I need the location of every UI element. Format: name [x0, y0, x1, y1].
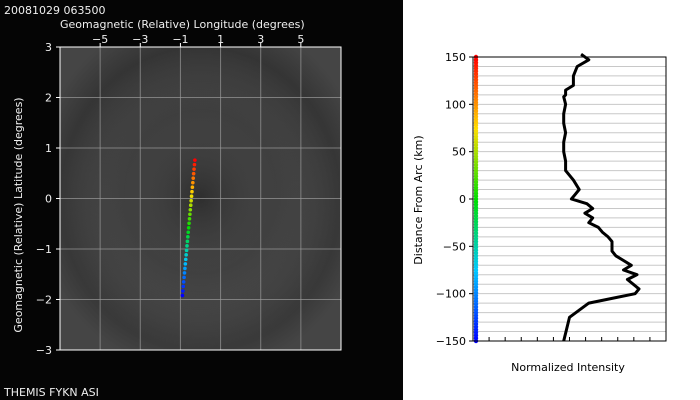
right-y-tick-label: −100 [436, 288, 466, 301]
left-y-tick-label: −3 [36, 344, 52, 357]
right-y-tick-label: −150 [436, 335, 466, 348]
right-y-tick-label: −50 [443, 240, 466, 253]
arc-point [182, 275, 186, 280]
left-x-tick-label: −1 [172, 33, 188, 46]
right-y-tick-label: 150 [445, 51, 466, 64]
arc-point [181, 284, 186, 289]
arc-point [184, 253, 188, 257]
arc-point [192, 167, 196, 171]
arc-point [186, 225, 191, 230]
right-y-tick-label: 100 [445, 98, 466, 111]
left-x-tick-label: −3 [132, 33, 148, 46]
arc-point [187, 221, 191, 226]
timestamp-label: 20081029 063500 [4, 4, 106, 17]
arc-point [186, 230, 191, 235]
left-y-axis-label: Geomagnetic (Relative) Latitude (degrees… [12, 97, 25, 332]
left-y-tick-label: 0 [45, 193, 52, 206]
sky-image-panel: −5 −3 −1 1 3 5 −3 −2 −1 0 1 2 3 Geomagnetic (Relativ… [0, 0, 403, 400]
arc-point [183, 266, 187, 271]
arc-point [192, 162, 197, 167]
left-x-axis-label: Geomagnetic (Relative) Longitude (degree… [60, 18, 305, 31]
left-y-tick-label: 3 [45, 41, 52, 54]
left-y-tick-label: 1 [45, 142, 52, 155]
arc-point [188, 212, 192, 217]
arc-point [191, 171, 196, 176]
right-y-tick-label: 0 [459, 193, 466, 206]
arc-point [190, 185, 195, 189]
sky-map-plot: −5 −3 −1 1 3 5 −3 −2 −1 0 1 2 3 Geomagnetic (Relativ… [12, 33, 342, 357]
left-x-tick-label: −5 [92, 33, 108, 46]
arc-point [180, 293, 185, 298]
right-plot-frame [472, 56, 667, 342]
left-y-tick-label: 2 [45, 92, 52, 105]
arc-point [182, 271, 187, 275]
arc-point [191, 180, 195, 185]
arc-point [185, 239, 190, 244]
arc-point [181, 280, 186, 284]
arc-point [189, 194, 194, 199]
arc-point [188, 207, 193, 212]
arc-point [186, 235, 190, 239]
left-y-tick-label: −2 [36, 294, 52, 307]
arc-point [183, 257, 188, 262]
left-x-tick-label: 5 [297, 33, 304, 46]
arc-point [184, 248, 189, 253]
right-y-tick-label: 50 [452, 146, 466, 159]
left-y-tick-label: −1 [36, 243, 52, 256]
arc-point [189, 198, 193, 203]
arc-point [183, 262, 188, 266]
left-plot-frame [59, 46, 342, 351]
arc-point [181, 289, 185, 293]
left-x-tick-label: 1 [217, 33, 224, 46]
arc-point [193, 158, 197, 162]
left-x-tick-label: 3 [257, 33, 264, 46]
right-y-axis-label: Distance From Arc (km) [412, 135, 425, 264]
arc-point [191, 176, 196, 180]
intensity-profile-line [562, 52, 641, 342]
intensity-profile-plot: −150 −100 −50 0 50 100 150 Distance From Arc (… [412, 51, 667, 374]
arc-point [188, 203, 193, 208]
arc-point [190, 189, 194, 194]
arc-point [187, 216, 192, 221]
right-x-axis-label: Normalized Intensity [511, 361, 625, 374]
arc-point [185, 244, 189, 248]
footer-label: THEMIS FYKN ASI [4, 386, 99, 399]
